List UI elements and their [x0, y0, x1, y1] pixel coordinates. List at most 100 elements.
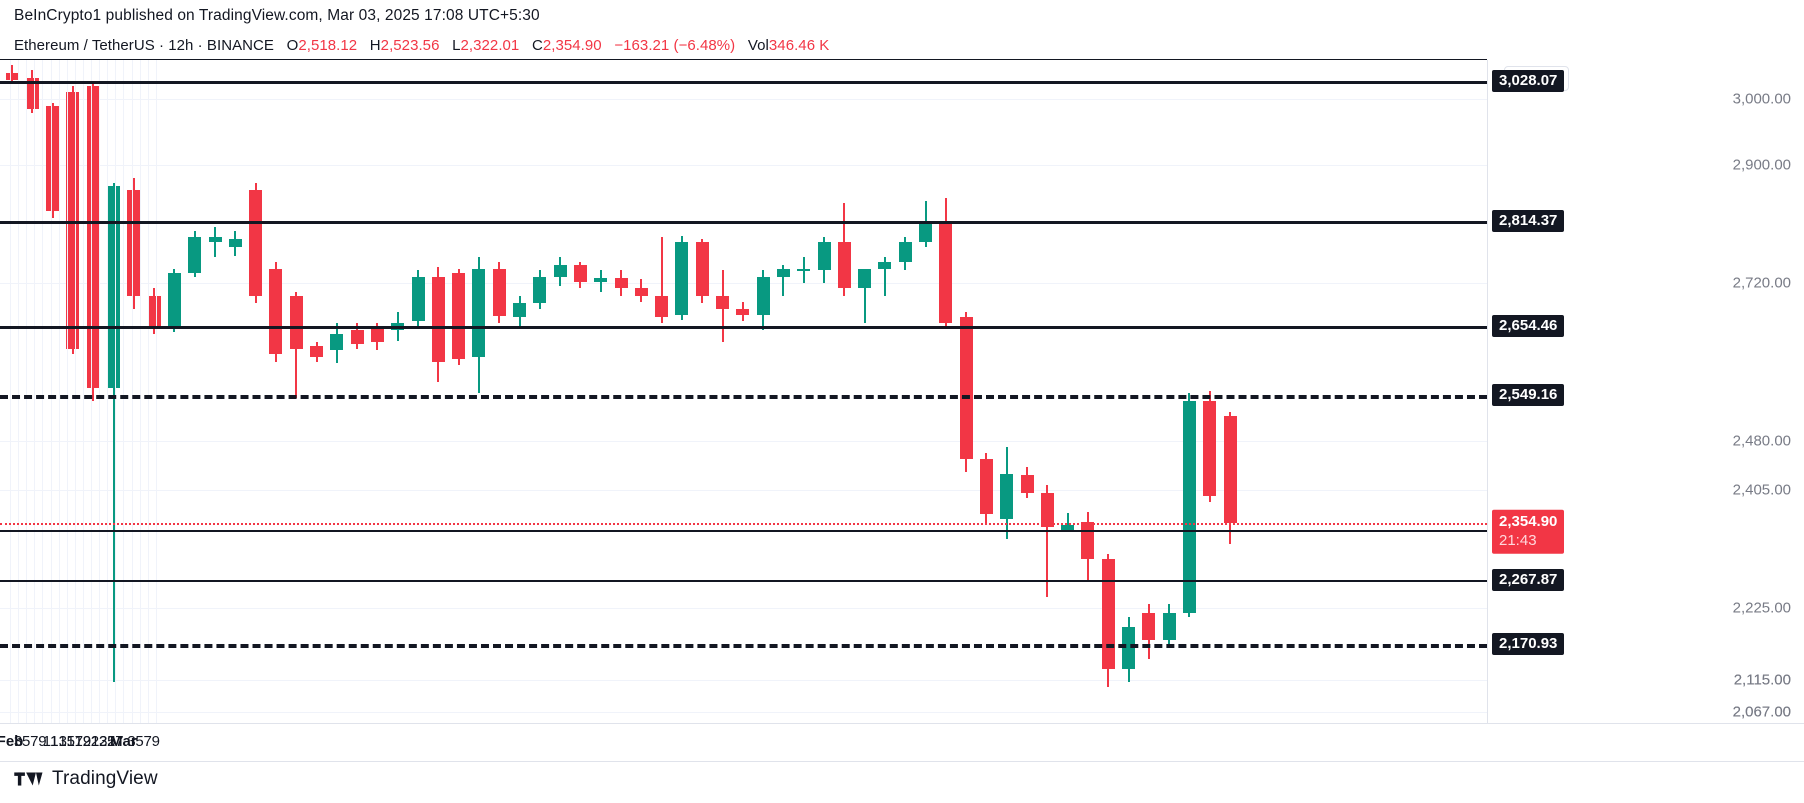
volume-key: Vol	[747, 37, 769, 54]
candlestick[interactable]	[573, 60, 587, 723]
candlestick[interactable]	[513, 60, 526, 723]
candlestick[interactable]	[1040, 60, 1054, 723]
candlestick[interactable]	[675, 60, 689, 723]
price-level-line[interactable]	[0, 579, 1487, 582]
candlestick[interactable]	[858, 60, 872, 723]
time-axis-tick: 7	[143, 733, 152, 750]
candlestick[interactable]	[553, 60, 567, 723]
time-axis-tick: 21	[82, 733, 100, 750]
candlestick[interactable]	[370, 60, 384, 723]
candle-body	[898, 242, 912, 263]
candle-body	[1122, 627, 1135, 670]
price-level-line[interactable]	[0, 643, 1487, 648]
candlestick[interactable]	[898, 60, 912, 723]
candlestick[interactable]	[614, 60, 628, 723]
candlestick[interactable]	[492, 60, 506, 723]
candlestick[interactable]	[452, 60, 466, 723]
candlestick[interactable]	[1122, 60, 1135, 723]
candlestick[interactable]	[431, 60, 445, 723]
candlestick[interactable]	[919, 60, 932, 723]
candlestick[interactable]	[46, 60, 60, 723]
candlestick[interactable]	[776, 60, 790, 723]
price-level-line[interactable]	[0, 221, 1487, 225]
candlestick[interactable]	[1000, 60, 1014, 723]
candlestick[interactable]	[939, 60, 953, 723]
interval-label[interactable]: 12h	[168, 37, 194, 54]
candlestick[interactable]	[25, 60, 39, 723]
symbol-name[interactable]: Ethereum	[14, 37, 80, 54]
exchange-label[interactable]: BINANCE	[206, 37, 274, 54]
candlestick[interactable]	[878, 60, 892, 723]
candle-body	[46, 105, 60, 211]
candlestick[interactable]	[533, 60, 547, 723]
price-level-line[interactable]	[0, 80, 1487, 84]
chart-pane[interactable]	[0, 60, 1487, 723]
candlestick[interactable]	[249, 60, 263, 723]
candlestick[interactable]	[797, 60, 811, 723]
vertical-gridline	[131, 60, 133, 723]
candlestick[interactable]	[1142, 60, 1156, 723]
price-level-label[interactable]: 2,267.87	[1492, 568, 1565, 591]
candlestick[interactable]	[411, 60, 425, 723]
candlestick[interactable]	[1203, 60, 1217, 723]
candlestick[interactable]	[959, 60, 973, 723]
candlestick[interactable]	[1101, 60, 1115, 723]
time-axis-tick: Feb	[0, 733, 24, 750]
legend-dot-1: ·	[158, 37, 165, 54]
candlestick[interactable]	[269, 60, 283, 723]
candlestick[interactable]	[655, 60, 669, 723]
candlestick[interactable]	[1162, 60, 1176, 723]
candlestick[interactable]	[5, 60, 19, 723]
price-level-label[interactable]: 2,654.46	[1492, 315, 1565, 338]
price-level-label[interactable]: 2,549.16	[1492, 384, 1565, 407]
time-axis[interactable]: Feb 3 5 7 9 11 13 15 17 19 21 23 25 27 Mar 3 5 7 9	[0, 723, 1804, 762]
candlestick[interactable]	[86, 60, 100, 723]
candlestick[interactable]	[107, 60, 120, 723]
price-level-line[interactable]	[0, 326, 1487, 330]
candlestick[interactable]	[716, 60, 729, 723]
time-axis-tick: 9	[38, 733, 47, 750]
candlestick[interactable]	[736, 60, 750, 723]
price-level-line[interactable]	[0, 395, 1487, 400]
candlestick[interactable]	[310, 60, 323, 723]
candlestick[interactable]	[147, 60, 161, 723]
time-axis-tick: 9	[151, 733, 160, 750]
horizontal-gridline	[0, 99, 1487, 101]
candlestick[interactable]	[1081, 60, 1095, 723]
time-axis-tick: 3	[127, 733, 136, 750]
price-level-line[interactable]	[0, 522, 1487, 525]
price-level-label[interactable]: 2,814.37	[1492, 210, 1565, 233]
candlestick[interactable]	[634, 60, 648, 723]
candlestick[interactable]	[188, 60, 202, 723]
vertical-gridline	[66, 60, 68, 723]
candlestick[interactable]	[66, 60, 80, 723]
candlestick[interactable]	[756, 60, 770, 723]
candlestick[interactable]	[127, 60, 141, 723]
price-level-label[interactable]: 2,170.93	[1492, 632, 1565, 655]
candlestick[interactable]	[167, 60, 181, 723]
candlestick[interactable]	[330, 60, 344, 723]
candlestick[interactable]	[979, 60, 993, 723]
candlestick[interactable]	[289, 60, 303, 723]
price-axis[interactable]: USDT 2,067.002,115.002,225.002,405.002,4…	[1487, 60, 1804, 723]
quote-name[interactable]: TetherUS	[91, 37, 155, 54]
candlestick[interactable]	[208, 60, 222, 723]
candlestick[interactable]	[1020, 60, 1034, 723]
price-level-label[interactable]: 3,028.07	[1492, 69, 1565, 92]
current-price-badge[interactable]: 2,354.90 21:43	[1492, 509, 1565, 555]
price-level-line[interactable]	[0, 529, 1487, 532]
time-axis-tick: 23	[90, 733, 108, 750]
candlestick[interactable]	[695, 60, 709, 723]
candlestick[interactable]	[228, 60, 242, 723]
horizontal-gridline	[0, 440, 1487, 442]
candlestick[interactable]	[1182, 60, 1196, 723]
candlestick[interactable]	[1223, 60, 1237, 723]
candlestick[interactable]	[391, 60, 405, 723]
candlestick[interactable]	[472, 60, 486, 723]
candlestick[interactable]	[594, 60, 608, 723]
candlestick[interactable]	[837, 60, 851, 723]
candlestick[interactable]	[1061, 60, 1075, 723]
candle-body	[1223, 415, 1237, 523]
candlestick[interactable]	[817, 60, 831, 723]
candlestick[interactable]	[350, 60, 364, 723]
